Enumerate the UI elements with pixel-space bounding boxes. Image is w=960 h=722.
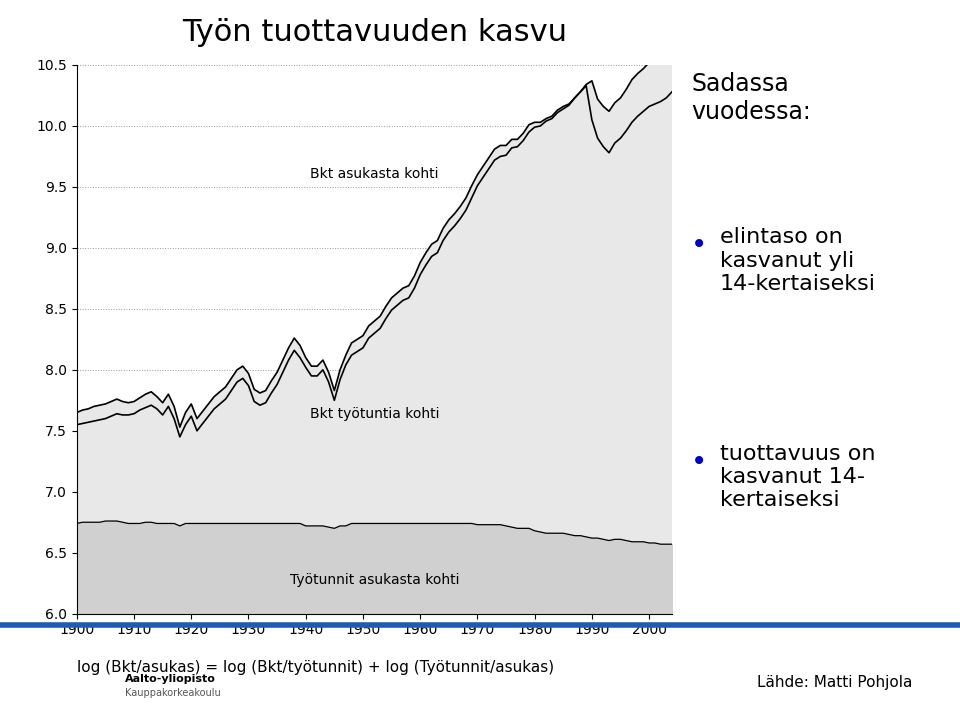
Text: Työtunnit asukasta kohti: Työtunnit asukasta kohti (290, 573, 459, 587)
Text: Kauppakorkeakoulu: Kauppakorkeakoulu (125, 688, 221, 698)
Text: Aalto-yliopisto: Aalto-yliopisto (125, 674, 216, 684)
Text: Lähde: Matti Pohjola: Lähde: Matti Pohjola (756, 675, 912, 690)
Text: •: • (691, 448, 708, 476)
Text: log (Bkt/asukas) = log (Bkt/työtunnit) + log (Työtunnit/asukas): log (Bkt/asukas) = log (Bkt/työtunnit) +… (77, 661, 554, 675)
Text: Bkt asukasta kohti: Bkt asukasta kohti (310, 167, 439, 180)
Text: tuottavuus on
kasvanut 14-
kertaiseksi: tuottavuus on kasvanut 14- kertaiseksi (720, 444, 876, 510)
Text: elintaso on
kasvanut yli
14-kertaiseksi: elintaso on kasvanut yli 14-kertaiseksi (720, 227, 876, 294)
Text: •: • (691, 231, 708, 259)
Text: Bkt työtuntia kohti: Bkt työtuntia kohti (310, 407, 439, 421)
Text: Sadassa
vuodessa:: Sadassa vuodessa: (691, 72, 811, 124)
Text: Työn tuottavuuden kasvu: Työn tuottavuuden kasvu (181, 18, 567, 47)
